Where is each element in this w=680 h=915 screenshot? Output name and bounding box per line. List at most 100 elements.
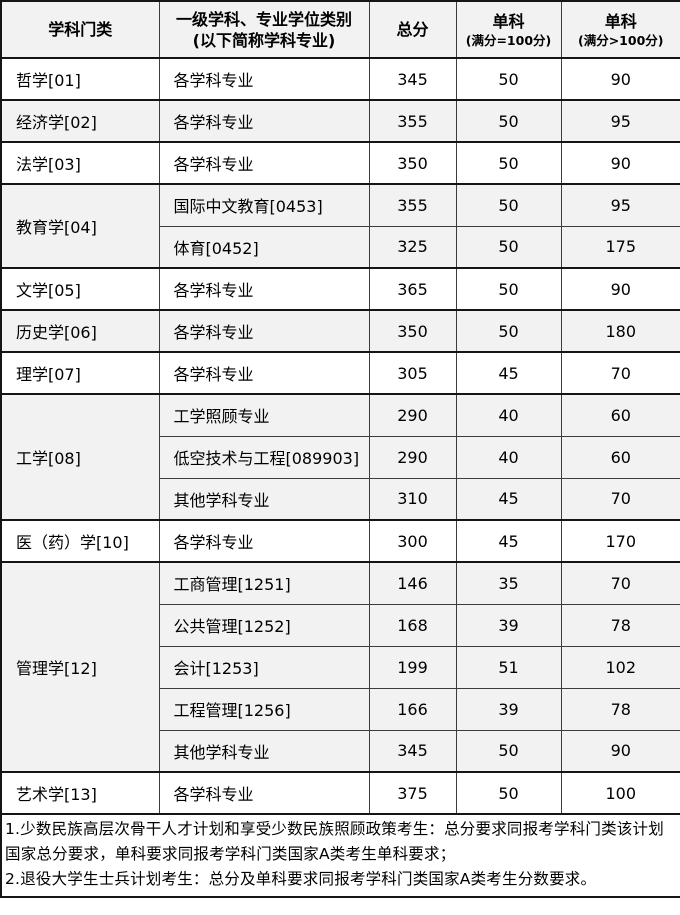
single-subject-over100-cell: 90: [560, 141, 680, 185]
table-row: 哲学[01] 各学科专业 345 50 90: [0, 57, 680, 101]
single-subject-over100-cell: 70: [560, 561, 680, 605]
single-subject-100-cell: 50: [455, 225, 562, 269]
table-row: 医（药）学[10] 各学科专业 300 45 170: [0, 519, 680, 563]
total-score-cell: 325: [368, 225, 457, 269]
table-row: 体育[0452] 325 50 175: [1, 225, 680, 269]
total-score-cell: 166: [368, 687, 457, 731]
major-cell: 会计[1253]: [158, 645, 370, 689]
single-subject-100-cell: 39: [455, 603, 562, 647]
total-score-cell: 290: [368, 435, 457, 479]
category-cell: 医（药）学[10]: [0, 519, 160, 563]
single-subject-over100-cell: 95: [560, 183, 680, 227]
single-subject-100-cell: 45: [455, 519, 562, 563]
single-subject-100-cell: 50: [455, 729, 562, 773]
major-cell: 各学科专业: [158, 57, 370, 101]
major-cell: 各学科专业: [158, 771, 370, 815]
total-score-cell: 375: [368, 771, 457, 815]
table-row: 历史学[06] 各学科专业 350 50 180: [0, 309, 680, 353]
major-cell: 其他学科专业: [158, 477, 370, 521]
footnotes-cell: 1.少数民族高层次骨干人才计划和享受少数民族照顾政策考生：总分要求同报考学科门类…: [0, 813, 680, 898]
major-cell: 各学科专业: [158, 141, 370, 185]
single-subject-over100-cell: 60: [560, 435, 680, 479]
col-header-major: 一级学科、专业学位类别 (以下简称学科专业): [158, 0, 370, 59]
major-cell: 体育[0452]: [158, 225, 370, 269]
total-score-cell: 355: [368, 99, 457, 143]
col-header-single100: 单科 (满分=100分): [455, 0, 562, 59]
single-subject-100-cell: 51: [455, 645, 562, 689]
category-cell: 管理学[12]: [0, 561, 160, 773]
single-subject-over100-cell: 95: [560, 99, 680, 143]
table-row: 艺术学[13] 各学科专业 375 50 100: [0, 771, 680, 815]
table-row: 法学[03] 各学科专业 350 50 90: [0, 141, 680, 185]
total-score-cell: 365: [368, 267, 457, 311]
major-cell: 工程管理[1256]: [158, 687, 370, 731]
single-subject-100-cell: 45: [455, 351, 562, 395]
table-row: 理学[07] 各学科专业 305 45 70: [0, 351, 680, 395]
major-cell: 公共管理[1252]: [158, 603, 370, 647]
single-subject-100-cell: 50: [455, 183, 562, 227]
major-cell: 各学科专业: [158, 267, 370, 311]
single-subject-over100-cell: 175: [560, 225, 680, 269]
table-row: 工程管理[1256] 166 39 78: [1, 687, 680, 731]
total-score-cell: 305: [368, 351, 457, 395]
table-row: 其他学科专业 345 50 90: [1, 729, 680, 773]
col-header-category-title: 学科门类: [48, 20, 113, 39]
table-row: 其他学科专业 310 45 70: [1, 477, 680, 521]
col-header-single-over100-title: 单科: [604, 11, 637, 31]
total-score-cell: 350: [368, 141, 457, 185]
total-score-cell: 168: [368, 603, 457, 647]
table-row: 会计[1253] 199 51 102: [1, 645, 680, 689]
single-subject-100-cell: 40: [455, 435, 562, 479]
single-subject-100-cell: 50: [455, 309, 562, 353]
single-subject-100-cell: 35: [455, 561, 562, 605]
category-cell: 法学[03]: [0, 141, 160, 185]
single-subject-over100-cell: 78: [560, 687, 680, 731]
single-subject-100-cell: 45: [455, 477, 562, 521]
single-subject-100-cell: 50: [455, 57, 562, 101]
major-cell: 各学科专业: [158, 99, 370, 143]
table-row: 管理学[12] 工商管理[1251] 146 35 70: [0, 561, 680, 773]
category-cell: 哲学[01]: [0, 57, 160, 101]
category-cell: 艺术学[13]: [0, 771, 160, 815]
single-subject-over100-cell: 100: [560, 771, 680, 815]
footnotes-row: 1.少数民族高层次骨干人才计划和享受少数民族照顾政策考生：总分要求同报考学科门类…: [0, 813, 680, 898]
total-score-cell: 355: [368, 183, 457, 227]
col-header-single100-title: 单科: [492, 11, 525, 31]
table-row: 低空技术与工程[089903] 290 40 60: [1, 435, 680, 479]
single-subject-100-cell: 50: [455, 267, 562, 311]
major-cell: 低空技术与工程[089903]: [158, 435, 370, 479]
category-cell: 教育学[04]: [0, 183, 160, 269]
col-header-major-subtitle: (以下简称学科专业): [192, 30, 336, 50]
table-row: 文学[05] 各学科专业 365 50 90: [0, 267, 680, 311]
col-header-category: 学科门类: [0, 0, 160, 59]
single-subject-over100-cell: 70: [560, 351, 680, 395]
single-subject-over100-cell: 78: [560, 603, 680, 647]
major-cell: 国际中文教育[0453]: [158, 183, 370, 227]
col-header-single-over100: 单科 (满分>100分): [560, 0, 680, 59]
total-score-cell: 290: [368, 393, 457, 437]
category-cell: 文学[05]: [0, 267, 160, 311]
major-cell: 工商管理[1251]: [158, 561, 370, 605]
single-subject-over100-cell: 70: [560, 477, 680, 521]
table-body: 哲学[01] 各学科专业 345 50 90 经济学[02] 各学科专业 355…: [0, 57, 680, 898]
single-subject-over100-cell: 60: [560, 393, 680, 437]
table-row: 公共管理[1252] 168 39 78: [1, 603, 680, 647]
col-header-single100-subtitle: (满分=100分): [465, 32, 552, 48]
col-header-total-title: 总分: [396, 20, 429, 39]
single-subject-over100-cell: 102: [560, 645, 680, 689]
single-subject-over100-cell: 170: [560, 519, 680, 563]
total-score-cell: 310: [368, 477, 457, 521]
col-header-major-title: 一级学科、专业学位类别: [175, 9, 352, 29]
category-cell: 理学[07]: [0, 351, 160, 395]
major-cell: 各学科专业: [158, 351, 370, 395]
single-subject-100-cell: 39: [455, 687, 562, 731]
total-score-cell: 199: [368, 645, 457, 689]
table-header: 学科门类 一级学科、专业学位类别 (以下简称学科专业) 总分 单科 (满分=10…: [0, 0, 680, 59]
col-header-total: 总分: [368, 0, 457, 59]
total-score-cell: 300: [368, 519, 457, 563]
category-cell: 经济学[02]: [0, 99, 160, 143]
footnote-1: 1.少数民族高层次骨干人才计划和享受少数民族照顾政策考生：总分要求同报考学科门类…: [5, 820, 664, 863]
single-subject-100-cell: 50: [455, 141, 562, 185]
